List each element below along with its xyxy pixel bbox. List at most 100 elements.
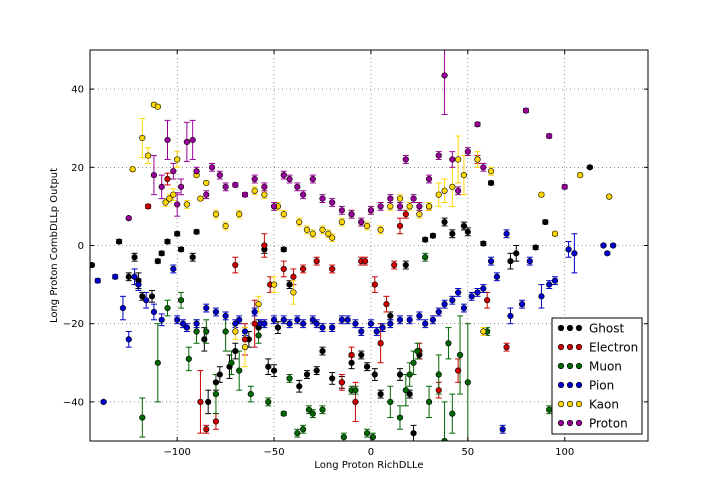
pion-point — [125, 336, 132, 343]
electron-point — [232, 261, 239, 269]
axis-ticks: −100 −50 0 50 100 −40 −20 0 20 40 — [63, 50, 648, 458]
electron-point — [203, 426, 210, 433]
proton-point — [222, 183, 229, 190]
proton-point — [261, 183, 268, 190]
pion-point — [309, 316, 316, 323]
ghost-point — [542, 218, 549, 226]
proton-point — [300, 191, 307, 198]
proton-point — [294, 183, 301, 190]
pion-point — [493, 273, 500, 280]
proton-point — [410, 195, 417, 202]
pion-point — [179, 320, 187, 327]
ghost-point — [371, 371, 378, 378]
ghost-point — [429, 232, 437, 239]
proton-point — [174, 201, 181, 208]
data-points — [90, 72, 617, 441]
pion-point — [183, 324, 190, 331]
pion-point — [546, 281, 553, 288]
electron-point — [280, 265, 287, 273]
proton-point — [170, 168, 177, 175]
kaon-point — [129, 166, 136, 173]
pion-point — [294, 316, 301, 323]
kaon-point — [551, 230, 559, 237]
pion-point — [396, 316, 404, 323]
muon-point — [185, 355, 192, 362]
kaon-point — [319, 226, 326, 233]
pion-point — [449, 297, 456, 304]
kaon-point — [203, 179, 210, 187]
proton-point — [338, 207, 345, 214]
pion-point — [487, 258, 495, 265]
muon-point — [406, 371, 413, 378]
proton-point — [387, 195, 394, 202]
electron-point — [212, 418, 220, 425]
ghost-point — [449, 230, 456, 237]
pion-point — [507, 312, 514, 319]
electron-point — [338, 379, 345, 386]
pion-point — [300, 320, 307, 327]
electron-point — [300, 265, 307, 273]
ghost-point — [348, 359, 355, 366]
ghost-point — [402, 261, 409, 269]
pion-point — [455, 289, 462, 296]
muon-point — [410, 359, 417, 366]
proton-point — [270, 203, 278, 210]
legend-marker-proton — [557, 419, 565, 427]
ghost-point — [232, 347, 239, 355]
electron-point — [348, 351, 355, 359]
kaon-point — [222, 222, 229, 230]
proton-point — [480, 164, 487, 171]
kaon-point — [139, 134, 146, 142]
ghost-point — [286, 281, 293, 288]
kaon-point — [480, 328, 487, 335]
muon-point — [396, 414, 404, 421]
pion-point — [503, 230, 510, 237]
muon-point — [164, 304, 171, 312]
pion-point — [100, 398, 107, 406]
electron-point — [377, 340, 384, 347]
pion-point — [538, 293, 545, 300]
proton-point — [522, 107, 530, 114]
pion-point — [373, 328, 380, 335]
kaon-point — [460, 172, 468, 179]
electron-point — [362, 258, 369, 265]
muon-point — [255, 332, 262, 339]
proton-point — [158, 183, 165, 190]
pion-point — [241, 328, 249, 335]
muon-point — [369, 433, 376, 441]
kaon-point — [303, 226, 311, 233]
pion-point — [499, 426, 506, 433]
proton-point — [474, 121, 481, 128]
pion-point — [352, 320, 359, 327]
muon-point — [425, 398, 433, 406]
kaon-point — [325, 230, 332, 237]
kaon-point — [261, 191, 268, 198]
ghost-point — [265, 363, 272, 370]
ghost-point — [464, 228, 471, 235]
muon-point — [414, 347, 421, 355]
ghost-point — [274, 324, 282, 331]
proton-point — [329, 199, 336, 206]
legend-marker-muon — [575, 362, 583, 370]
pion-point — [150, 308, 158, 316]
legend-label-electron: Electron — [589, 341, 638, 355]
ghost-point — [270, 367, 278, 374]
muon-point — [280, 410, 287, 417]
legend-marker-electron — [557, 343, 565, 351]
kaon-point — [251, 187, 258, 194]
muon-point — [441, 437, 448, 441]
electron-point — [455, 367, 462, 374]
kaon-point — [309, 230, 316, 237]
x-tick-label: −50 — [264, 447, 285, 458]
muon-point — [309, 410, 316, 417]
ghost-point — [164, 238, 171, 245]
kaon-point — [441, 187, 448, 194]
pion-point — [174, 316, 181, 323]
proton-point — [203, 191, 210, 198]
x-axis-label: Long Proton RichDLLe — [314, 460, 423, 471]
kaon-point — [387, 203, 394, 210]
legend-marker-proton — [575, 419, 583, 427]
y-tick-label: −40 — [63, 397, 84, 408]
kaon-point — [396, 195, 404, 202]
kaon-point — [212, 211, 220, 218]
